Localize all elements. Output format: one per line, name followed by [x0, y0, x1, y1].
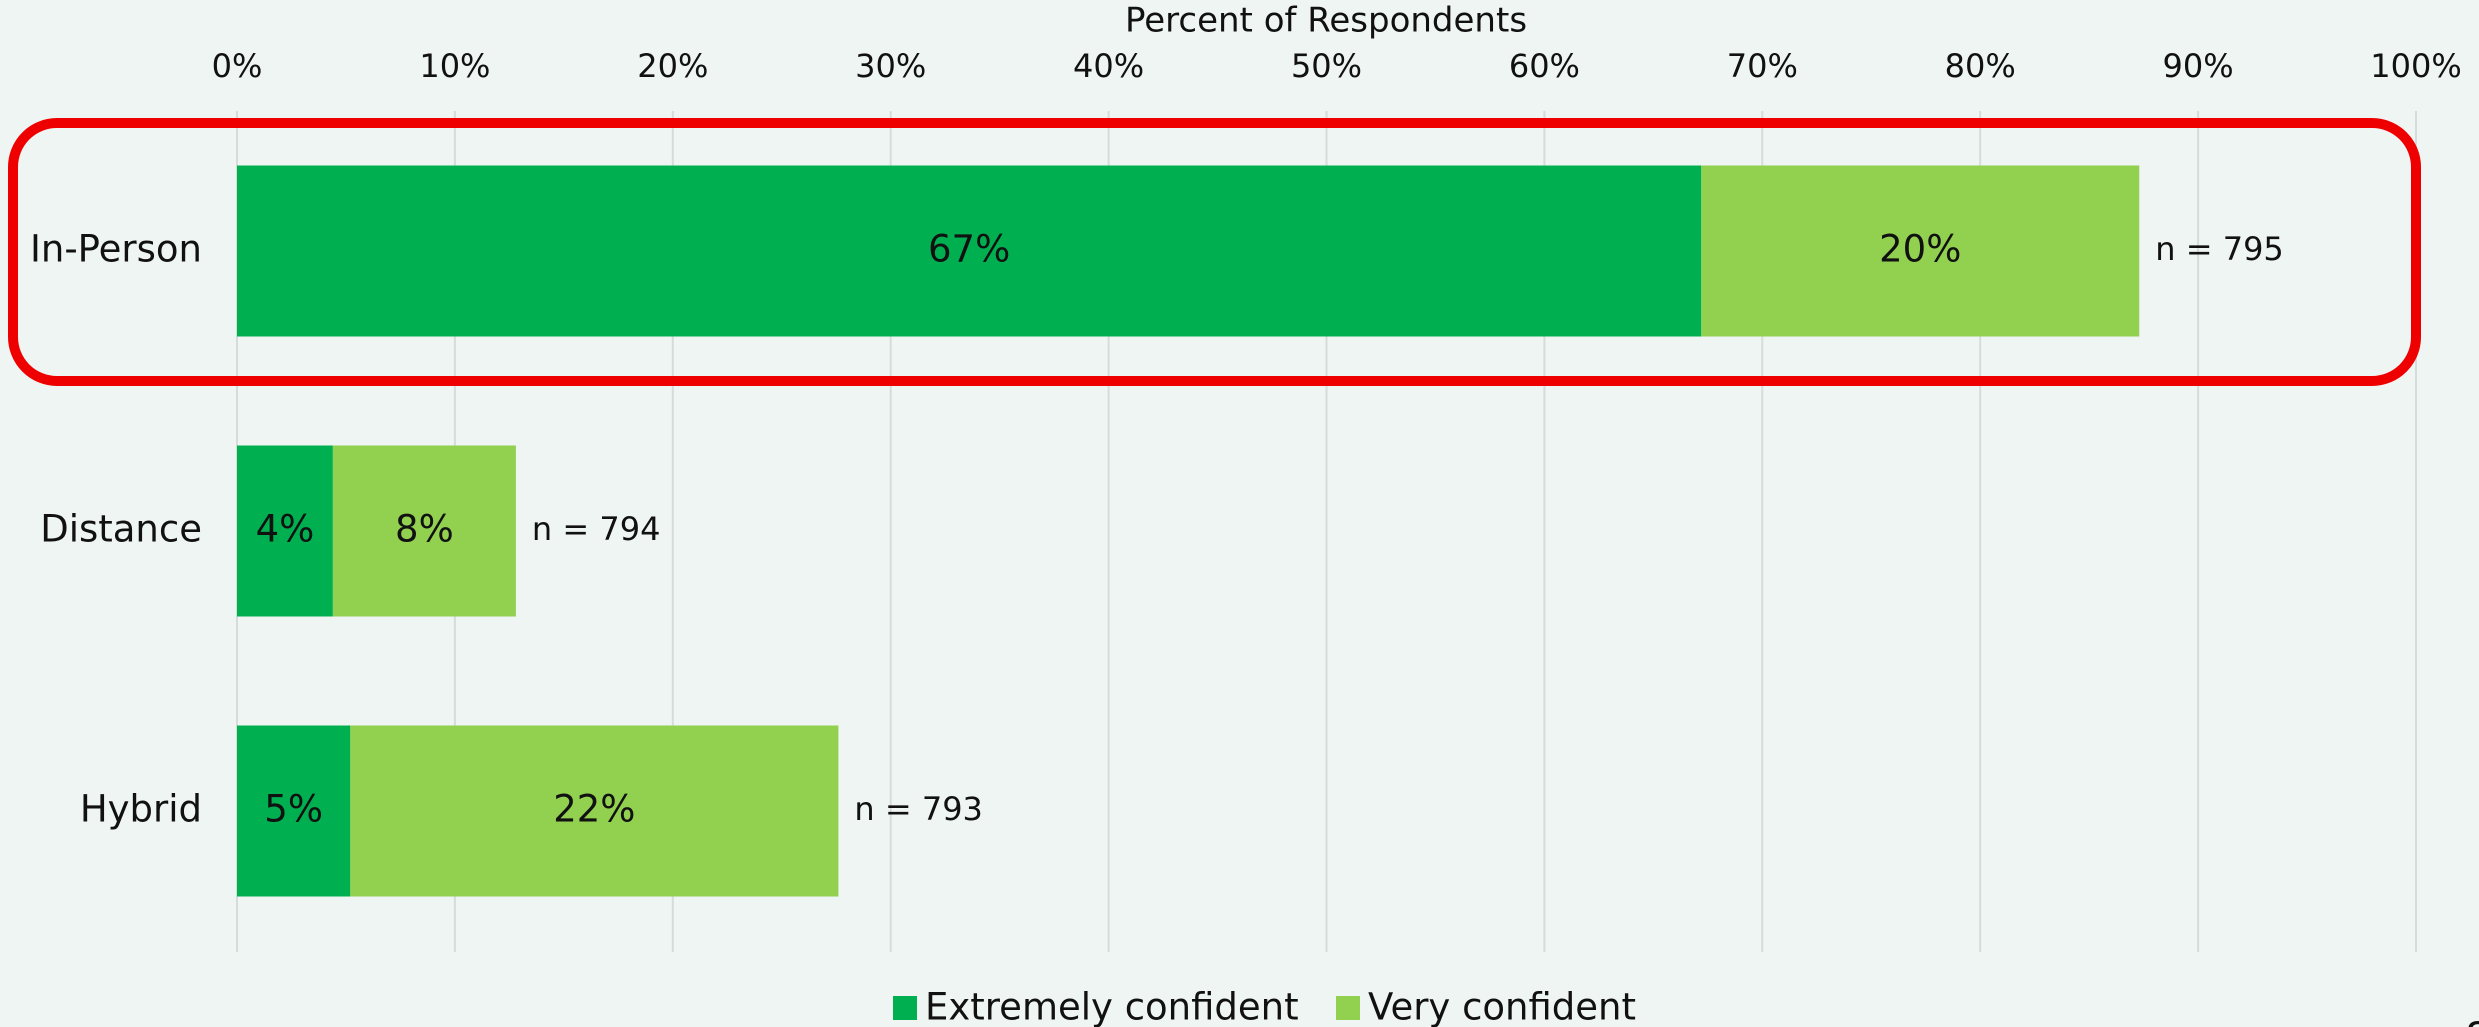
bar-segment — [237, 725, 351, 897]
page-number: 8 — [2465, 1015, 2479, 1027]
x-tick-label: 90% — [2163, 47, 2234, 85]
bars: In-Person 67% 20% n = 795 Distance 4% 8% n = 79… — [30, 165, 2284, 897]
x-tick-label: 30% — [855, 47, 926, 85]
grid: 0% 10% 20% 30% 40% 50% 60% 70% 80% 90% 100% — [212, 47, 2462, 952]
n-label: n = 794 — [532, 510, 661, 548]
data-label: 5% — [264, 788, 323, 831]
axis-title: Percent of Respondents — [1125, 1, 1527, 41]
n-label: n = 793 — [854, 790, 983, 828]
data-label: 22% — [553, 788, 635, 831]
data-label: 8% — [395, 508, 454, 551]
bar-segment — [237, 445, 333, 617]
data-label: 4% — [256, 508, 315, 551]
category-label: Distance — [40, 508, 202, 551]
bar-segment — [350, 725, 839, 897]
x-tick-label: 70% — [1727, 47, 1798, 85]
category-label: Hybrid — [80, 788, 202, 831]
highlight-box — [8, 118, 2421, 386]
x-tick-label: 0% — [212, 47, 263, 85]
bar-segment — [237, 165, 1702, 337]
legend-label: Very confident — [1368, 986, 1636, 1027]
legend-swatch — [893, 996, 917, 1020]
data-label: 67% — [928, 228, 1010, 271]
n-label: n = 795 — [2155, 230, 2284, 268]
x-tick-label: 60% — [1509, 47, 1580, 85]
legend-swatch — [1336, 996, 1360, 1020]
category-label: In-Person — [30, 228, 202, 271]
x-tick-label: 10% — [419, 47, 490, 85]
x-tick-label: 20% — [637, 47, 708, 85]
x-tick-label: 80% — [1945, 47, 2016, 85]
x-tick-label: 40% — [1073, 47, 1144, 85]
x-tick-label: 50% — [1291, 47, 1362, 85]
data-label: 20% — [1879, 228, 1961, 271]
x-tick-label: 100% — [2370, 47, 2461, 85]
bar-segment — [1701, 165, 2140, 337]
bar-segment — [332, 445, 516, 617]
legend-label: Extremely confident — [925, 986, 1299, 1027]
